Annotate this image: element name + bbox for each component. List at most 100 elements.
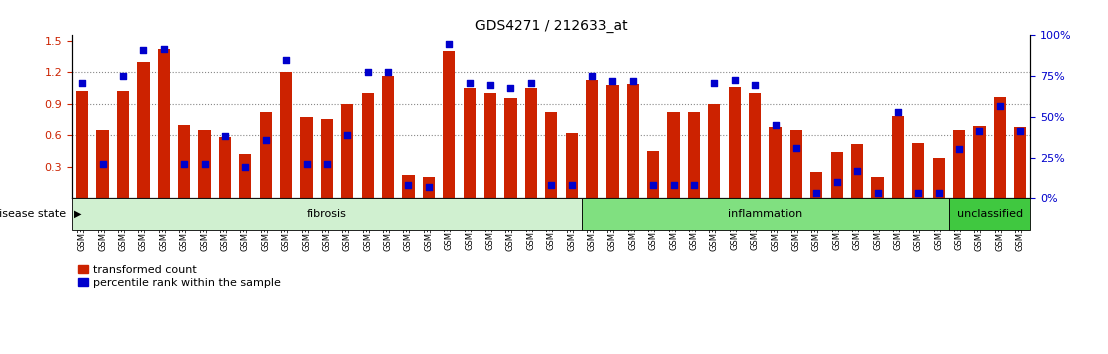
Point xyxy=(338,132,356,138)
Point xyxy=(991,103,1008,109)
Point xyxy=(624,78,642,84)
Legend: transformed count, percentile rank within the sample: transformed count, percentile rank withi… xyxy=(78,265,281,288)
Bar xyxy=(933,158,945,198)
Point xyxy=(930,190,947,196)
Point xyxy=(522,80,540,86)
Bar xyxy=(402,175,414,198)
Point xyxy=(726,77,743,82)
Point xyxy=(767,122,784,127)
Bar xyxy=(582,198,948,230)
Bar xyxy=(912,143,924,198)
Bar xyxy=(259,112,271,198)
Bar xyxy=(973,126,986,198)
Point xyxy=(542,182,560,187)
Point xyxy=(583,74,601,79)
Text: fibrosis: fibrosis xyxy=(307,209,347,219)
Point xyxy=(706,80,724,86)
Bar xyxy=(586,80,598,198)
Bar xyxy=(157,49,170,198)
Bar xyxy=(790,130,802,198)
Point xyxy=(175,161,193,166)
Bar xyxy=(810,172,822,198)
Text: inflammation: inflammation xyxy=(728,209,802,219)
Point xyxy=(236,164,254,170)
Point xyxy=(889,109,906,115)
Point xyxy=(155,46,173,52)
Point xyxy=(910,190,927,196)
Bar xyxy=(423,177,435,198)
Bar xyxy=(137,62,150,198)
Point xyxy=(665,182,683,187)
Bar xyxy=(953,130,965,198)
Bar xyxy=(76,91,89,198)
Point xyxy=(94,161,112,166)
Bar xyxy=(484,93,496,198)
Bar xyxy=(667,112,679,198)
Point xyxy=(257,138,275,143)
Bar xyxy=(545,112,557,198)
Bar xyxy=(463,88,475,198)
Text: unclassified: unclassified xyxy=(956,209,1023,219)
Point xyxy=(440,41,458,47)
Bar xyxy=(382,76,394,198)
Text: ▶: ▶ xyxy=(74,209,82,219)
Bar xyxy=(178,125,191,198)
Bar xyxy=(688,112,700,198)
Point xyxy=(685,182,702,187)
Bar xyxy=(627,84,639,198)
Point xyxy=(114,74,132,79)
Bar xyxy=(769,127,781,198)
Point xyxy=(808,190,825,196)
Point xyxy=(787,145,804,151)
Title: GDS4271 / 212633_at: GDS4271 / 212633_at xyxy=(475,19,627,33)
Bar xyxy=(96,130,109,198)
Point xyxy=(298,161,316,166)
Bar xyxy=(708,104,720,198)
Bar xyxy=(749,93,761,198)
Point xyxy=(563,182,581,187)
Bar xyxy=(647,151,659,198)
Point xyxy=(828,179,845,185)
Point xyxy=(604,78,622,84)
Bar xyxy=(504,98,516,198)
Bar xyxy=(280,72,293,198)
Bar xyxy=(361,93,373,198)
Bar xyxy=(994,97,1006,198)
Bar xyxy=(565,133,577,198)
Point xyxy=(379,69,397,75)
Bar xyxy=(239,154,252,198)
Point xyxy=(400,182,418,187)
Point xyxy=(747,82,765,87)
Point xyxy=(502,85,520,91)
Bar xyxy=(831,152,843,198)
Point xyxy=(1012,128,1029,134)
Text: disease state: disease state xyxy=(0,209,66,219)
Point xyxy=(951,146,968,152)
Bar xyxy=(443,51,455,198)
Bar xyxy=(948,198,1030,230)
Point xyxy=(420,184,438,189)
Bar xyxy=(1014,127,1026,198)
Point xyxy=(134,47,152,53)
Bar xyxy=(72,198,582,230)
Point xyxy=(73,80,91,86)
Point xyxy=(869,190,886,196)
Point xyxy=(359,69,377,75)
Point xyxy=(849,168,866,174)
Bar xyxy=(198,130,211,198)
Point xyxy=(318,161,336,166)
Bar xyxy=(116,91,130,198)
Bar xyxy=(525,88,537,198)
Bar xyxy=(729,87,741,198)
Bar xyxy=(219,137,232,198)
Point xyxy=(461,80,479,86)
Bar xyxy=(341,104,353,198)
Point xyxy=(216,133,234,139)
Bar xyxy=(606,85,618,198)
Point xyxy=(196,161,214,166)
Point xyxy=(277,57,295,62)
Point xyxy=(645,182,663,187)
Bar xyxy=(321,119,334,198)
Point xyxy=(971,128,988,134)
Point xyxy=(481,82,499,87)
